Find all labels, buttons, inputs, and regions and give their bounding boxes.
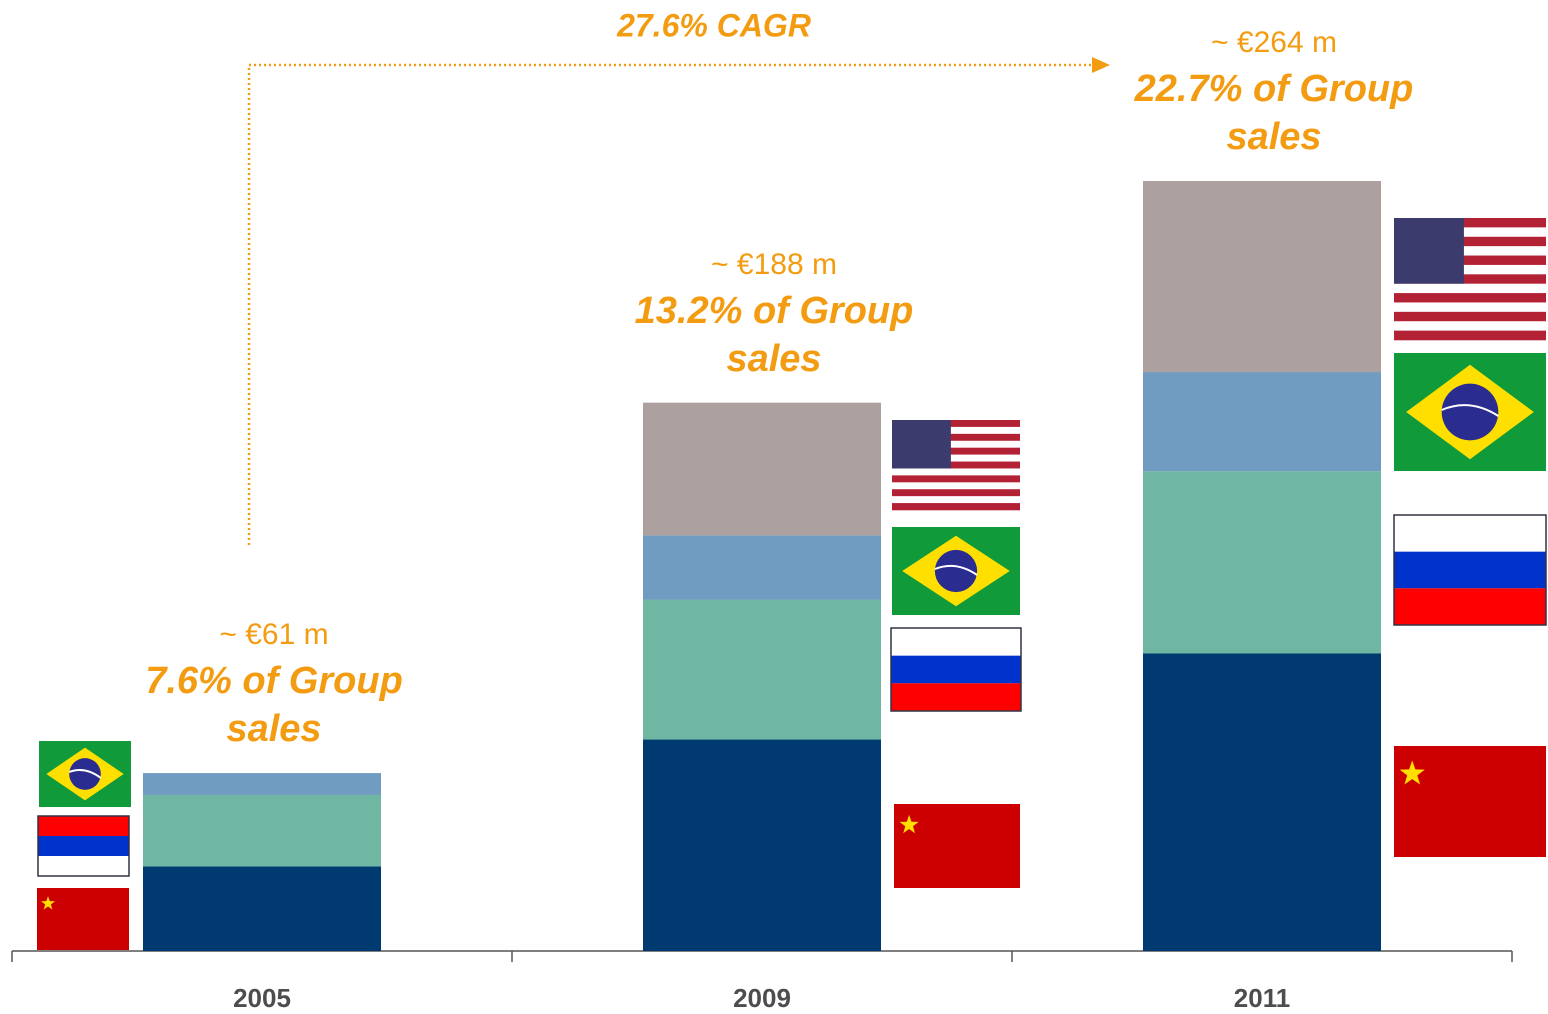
flag-field (891, 628, 1021, 656)
flag-stripe (892, 420, 1020, 428)
flag-stripe (1394, 311, 1546, 322)
flag-star (1399, 760, 1425, 785)
flag-stripe (892, 503, 1020, 511)
flag-field (38, 836, 129, 856)
flag-stripe (1394, 283, 1546, 294)
flag-china (37, 888, 129, 950)
flag-stripe (892, 489, 1020, 497)
flag-field (1394, 746, 1546, 857)
flag-field (38, 856, 129, 876)
flag-russia (890, 627, 1022, 712)
bar-segment (143, 773, 381, 795)
flag-stripe (892, 433, 1020, 442)
flag-globe (934, 549, 978, 593)
bar-segment (1143, 181, 1381, 373)
flag-stripe (892, 461, 1020, 469)
flag-stripe (1394, 321, 1546, 331)
flag-brazil (39, 741, 131, 807)
flag-field (1394, 588, 1546, 625)
flag-border (890, 627, 1022, 712)
flag-russia2 (37, 815, 130, 877)
bar-segment (1143, 471, 1381, 654)
flag-border (1393, 514, 1547, 626)
total-label: ~ €61 m (219, 618, 329, 652)
bar-segment (143, 866, 381, 951)
flag-field (891, 683, 1021, 711)
flag-stripe (1394, 302, 1546, 313)
arrow-head (1092, 57, 1110, 73)
cagr-label: 27.6% CAGR (616, 7, 811, 43)
bar-segment (143, 794, 381, 867)
flag-stripe (1394, 236, 1546, 247)
bar-segment (1143, 653, 1381, 951)
flag-stripe (892, 440, 1020, 448)
flag-star (899, 814, 919, 834)
x-tick-label: 2011 (1234, 983, 1290, 1013)
flag-stripe (1394, 246, 1546, 256)
share-label: 13.2% of Group sales (634, 289, 914, 380)
flag-stripe (892, 468, 1020, 476)
flag-stripe (892, 454, 1020, 462)
flag-border (37, 815, 130, 877)
flag-usa (1394, 218, 1546, 341)
flag-stripe (892, 475, 1020, 483)
flag-stripe (1394, 293, 1546, 303)
flag-canton (1394, 218, 1464, 284)
flag-stripe (892, 426, 1020, 435)
bar-segment (1143, 372, 1381, 472)
flag-stripe (892, 482, 1020, 490)
flag-band (68, 769, 102, 779)
flag-brazil (892, 527, 1020, 615)
flag-china (894, 804, 1020, 888)
flag-stripe (1394, 264, 1546, 275)
flag-stripe (892, 447, 1020, 455)
flag-brazil (1394, 353, 1546, 471)
bar-segment (643, 402, 881, 536)
bar-segment (643, 535, 881, 600)
flag-band (1441, 404, 1499, 417)
flag-russia (1393, 514, 1547, 626)
flag-stripe (1394, 274, 1546, 284)
flag-canton (892, 420, 951, 469)
flag-china (1394, 746, 1546, 857)
flag-field (894, 804, 1020, 888)
flag-stripe (1394, 255, 1546, 266)
flag-globe (69, 758, 101, 790)
flag-stripe (892, 496, 1020, 504)
bar-segment (643, 739, 881, 951)
total-label: ~ €264 m (1211, 26, 1337, 59)
flag-stripe (1394, 218, 1546, 228)
flag-star (41, 896, 56, 910)
flag-field (1394, 515, 1546, 552)
flag-band (934, 564, 978, 576)
flag-field (38, 816, 129, 836)
share-label: 7.6% of Group sales (145, 660, 403, 751)
bar-segment (643, 599, 881, 740)
flag-field (891, 655, 1021, 684)
flag-stripe (1394, 330, 1546, 341)
flag-stripe (1394, 227, 1546, 238)
total-label: ~ €188 m (711, 247, 837, 281)
x-tick-label: 2009 (733, 983, 791, 1013)
share-label: 22.7% of Group sales (1134, 68, 1414, 158)
cagr-arrow (247, 63, 1095, 545)
x-tick-label: 2005 (233, 983, 291, 1013)
flag-globe (1441, 383, 1499, 441)
flag-field (1394, 551, 1546, 589)
flag-usa (892, 420, 1020, 511)
flag-field (37, 888, 129, 950)
